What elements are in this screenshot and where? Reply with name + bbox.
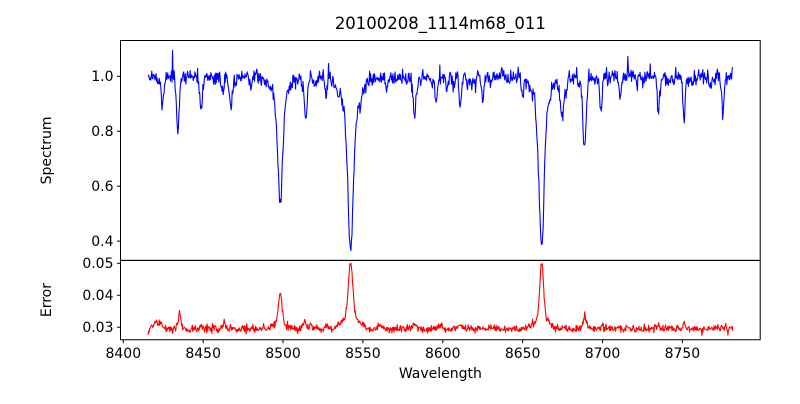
spectrum-ytick-label: 0.6: [91, 179, 113, 195]
xtick-label: 8400: [105, 346, 141, 362]
error-ytick-label: 0.04: [82, 288, 113, 304]
error-panel-frame: [120, 259, 761, 341]
error-ytick-label: 0.03: [82, 320, 113, 336]
xtick-label: 8750: [665, 346, 701, 362]
xtick-label: 8550: [345, 346, 381, 362]
xtick-label: 8650: [505, 346, 541, 362]
spectrum-y-axis-label: Spectrum: [39, 117, 55, 185]
spectrum-ytick-label: 0.8: [91, 124, 113, 140]
xtick-label: 8450: [185, 346, 221, 362]
error-line: [147, 262, 734, 337]
spectrum-line: [147, 49, 734, 252]
chart-title: 20100208_1114m68_011: [335, 14, 546, 34]
spectrum-ytick-label: 1.0: [91, 69, 113, 85]
error-y-axis-label: Error: [39, 283, 55, 317]
panel-error: 0.03 0.04 0.05 Error: [39, 256, 761, 341]
panel-spectrum: 0.4 0.6 0.8 1.0 Spectrum: [39, 40, 761, 261]
xtick-label: 8600: [425, 346, 461, 362]
xtick-label: 8700: [585, 346, 621, 362]
error-ytick-label: 0.05: [82, 256, 113, 272]
spectrum-ytick-label: 0.4: [91, 234, 113, 250]
xtick-label: 8500: [265, 346, 301, 362]
x-axis-label: Wavelength: [399, 366, 482, 382]
